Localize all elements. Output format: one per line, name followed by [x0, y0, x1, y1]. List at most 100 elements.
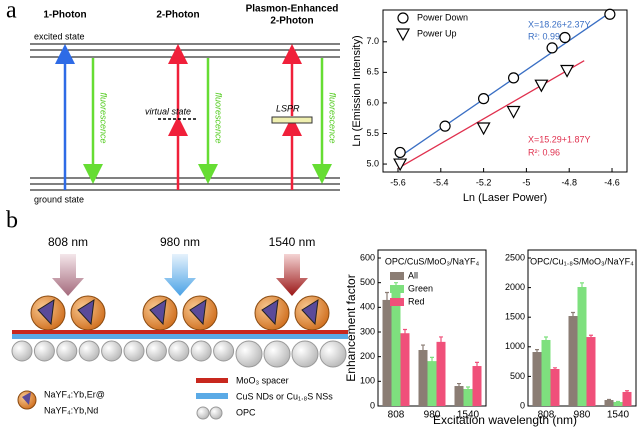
data-point [559, 31, 571, 44]
error-bar [421, 344, 425, 356]
charts: -5.6 -5.4 -5.2 -5 -4.8 -4.65.05.56.06.57.0Ln … [344, 8, 637, 427]
nanoparticle-core [301, 299, 319, 326]
y-tick-label: 1000 [505, 341, 525, 351]
annotation: R²: 0.96 [528, 147, 560, 157]
y-tick-label: 6.0 [366, 97, 379, 107]
legend-swatch [390, 285, 404, 293]
error-bar [475, 361, 479, 371]
legend-particle-icon [22, 392, 31, 405]
legend-marker [395, 28, 411, 42]
y-tick-label: 100 [360, 376, 375, 386]
fit-line [397, 60, 585, 169]
y-tick-label: 500 [510, 371, 525, 381]
light-arrow [276, 254, 308, 296]
nanoparticle-core [149, 299, 167, 326]
opc-sphere [56, 340, 78, 362]
opc-sphere [291, 340, 319, 368]
state-label: ground state [34, 194, 84, 204]
y-tick-label: 5.0 [366, 158, 379, 168]
x-tick-label: 980 [574, 410, 591, 421]
bar [577, 287, 587, 406]
chart-title: OPC/CuS/MoO₃/NaYF₄ [385, 256, 480, 266]
opc-sphere [263, 340, 291, 368]
y-tick-label: 5.5 [366, 128, 379, 138]
column-title: Plasmon-Enhanced [246, 4, 339, 15]
bar [463, 388, 473, 406]
y-tick-label: 400 [360, 302, 375, 312]
opc-sphere [11, 340, 33, 362]
spacer-layer [12, 330, 124, 334]
opc-sphere [168, 340, 190, 362]
legend-spacer-icon [196, 378, 228, 383]
x-tick-label: 808 [538, 410, 555, 421]
bar [568, 316, 578, 406]
bar [472, 366, 482, 406]
bar [427, 361, 437, 406]
y-tick-label: 500 [360, 277, 375, 287]
x-tick-label: -4.6 [604, 177, 620, 187]
lspr-level [271, 116, 313, 124]
fluorescence-label: fluorescence [214, 92, 224, 143]
nanoparticle-core [261, 299, 279, 326]
y-tick-label: 0 [370, 400, 375, 410]
nanoparticle-core [77, 299, 95, 326]
x-tick-label: -5.2 [476, 177, 492, 187]
opc-sphere [145, 340, 167, 362]
annotation: X=15.29+1.87Y [528, 134, 591, 144]
state-label: excited state [34, 31, 85, 41]
opc-sphere [190, 340, 212, 362]
legend-swatch [390, 272, 404, 280]
error-bar [439, 336, 443, 348]
light-arrow [52, 254, 84, 296]
x-axis-label: Excitation wavelength (nm) [433, 413, 577, 427]
y-tick-label: 300 [360, 326, 375, 336]
legend-swatch [390, 298, 404, 306]
bar [586, 337, 596, 406]
x-tick-label: -4.8 [561, 177, 577, 187]
legend-label: OPC [236, 407, 256, 417]
x-tick-label: 808 [388, 410, 405, 421]
opc-sphere [78, 340, 100, 362]
opc-sphere [213, 340, 235, 362]
nanoparticle-core [37, 299, 55, 326]
plasmonic-layer [124, 334, 236, 339]
nanoparticle-core [189, 299, 207, 326]
data-point [439, 120, 451, 132]
x-tick-label: -5.6 [390, 177, 406, 187]
annotation: X=18.26+2.37Y [528, 19, 591, 29]
data-point [506, 105, 521, 119]
error-bar [457, 382, 461, 390]
legend-plasmonic-icon [196, 393, 228, 399]
fit-line [397, 10, 613, 159]
plasmonic-layer [236, 334, 348, 339]
opc-sphere [33, 340, 55, 362]
y-axis-label: Enhancement factor [344, 274, 358, 381]
error-bar [544, 336, 548, 344]
legend-label: CuS NDs or Cu₁.₈S NSs [236, 391, 333, 401]
opc-sphere [319, 340, 347, 368]
error-bar [403, 328, 407, 338]
y-tick-label: 6.5 [366, 67, 379, 77]
bar [550, 369, 560, 406]
column-title: 2-Photon [156, 10, 199, 21]
y-tick-label: 2500 [505, 252, 525, 262]
panel-label: a [6, 0, 17, 24]
legend-marker [397, 12, 409, 24]
bar [382, 299, 392, 406]
legend-label: NaYF₄:Yb,Nd [44, 405, 98, 415]
bar [532, 352, 542, 406]
error-bar [589, 334, 593, 340]
annotation: R²: 0.99 [528, 31, 560, 41]
data-point [560, 64, 575, 78]
legend-label: Green [408, 283, 433, 293]
legend-opc-icon [196, 406, 210, 420]
error-bar [385, 291, 389, 308]
wavelength-label: 980 nm [160, 235, 200, 249]
plot-frame [382, 9, 628, 173]
x-axis-label: Ln (Laser Power) [463, 192, 547, 204]
x-tick-label: -5.4 [433, 177, 449, 187]
spacer-layer [236, 330, 348, 334]
plasmonic-layer [12, 334, 124, 339]
error-bar [466, 386, 470, 392]
